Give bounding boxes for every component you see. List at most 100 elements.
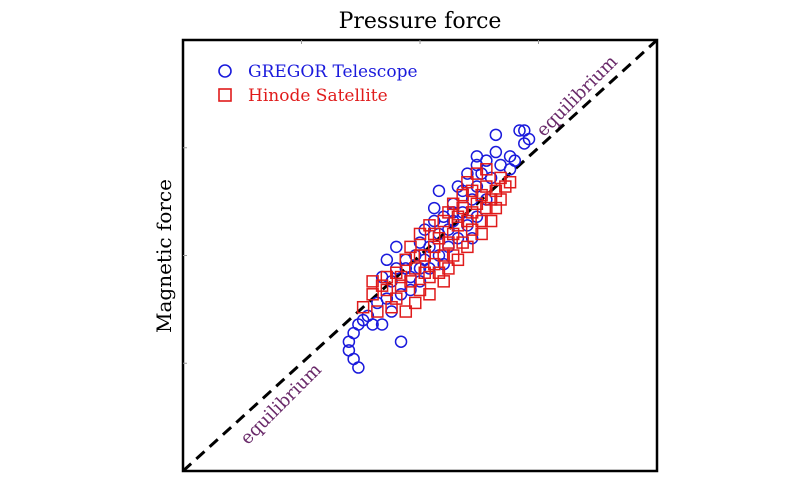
data-point-hinode-67 <box>427 227 441 241</box>
data-point-gregor-36 <box>489 145 503 159</box>
data-point-gregor-65 <box>432 184 446 198</box>
data-point-hinode-41 <box>423 219 436 232</box>
data-point-hinode-57 <box>380 270 394 284</box>
data-point-hinode-1 <box>366 288 379 301</box>
data-point-hinode-62 <box>465 184 479 198</box>
data-point-hinode-49 <box>484 214 498 228</box>
data-point-hinode-8 <box>409 262 422 275</box>
data-point-gregor-40 <box>418 223 431 236</box>
legend-marker-gregor <box>218 64 232 78</box>
data-point-gregor-30 <box>470 180 484 193</box>
data-point-gregor-57 <box>470 158 484 172</box>
data-point-gregor-61 <box>513 124 526 137</box>
data-point-hinode-60 <box>442 206 455 219</box>
plot-area <box>181 38 659 473</box>
data-point-hinode-40 <box>413 227 427 241</box>
data-point-hinode-53 <box>437 275 450 288</box>
data-point-gregor-53 <box>404 283 417 297</box>
data-point-hinode-23 <box>489 184 503 198</box>
data-point-hinode-16 <box>461 214 474 228</box>
data-point-gregor-64 <box>518 124 531 137</box>
data-point-hinode-31 <box>432 266 446 279</box>
data-point-hinode-26 <box>475 214 488 228</box>
legend-label-hinode: Hinode Satellite <box>248 86 388 106</box>
data-point-gregor-9 <box>394 335 408 348</box>
data-point-hinode-66 <box>413 249 427 262</box>
data-point-hinode-35 <box>385 300 398 314</box>
data-point-hinode-59 <box>366 275 379 288</box>
data-point-hinode-54 <box>427 257 441 271</box>
data-point-gregor-56 <box>437 257 450 271</box>
data-point-hinode-32 <box>423 288 436 301</box>
data-point-gregor-10 <box>385 305 398 318</box>
data-point-gregor-60 <box>503 150 517 163</box>
data-point-gregor-32 <box>484 171 498 185</box>
data-point-hinode-45 <box>461 175 474 189</box>
legend-label-gregor: GREGOR Telescope <box>248 62 418 82</box>
data-point-gregor-48 <box>465 232 479 245</box>
equilibrium-label-lower: equilibrium <box>236 359 326 449</box>
data-point-hinode-36 <box>371 305 384 318</box>
data-point-gregor-54 <box>413 275 427 288</box>
data-point-hinode-5 <box>404 275 417 288</box>
data-point-gregor-41 <box>413 236 427 249</box>
data-point-hinode-64 <box>494 193 507 206</box>
data-point-hinode-47 <box>480 163 493 176</box>
data-point-gregor-28 <box>465 193 479 206</box>
data-point-gregor-69 <box>399 262 413 275</box>
data-point-hinode-52 <box>451 253 465 267</box>
data-point-hinode-46 <box>470 167 484 180</box>
data-point-hinode-27 <box>465 223 479 236</box>
data-point-hinode-12 <box>432 232 446 245</box>
data-point-gregor-39 <box>427 214 441 228</box>
data-point-hinode-38 <box>399 253 413 267</box>
data-point-hinode-48 <box>489 201 503 215</box>
data-point-hinode-29 <box>446 249 460 262</box>
data-point-gregor-52 <box>380 253 394 267</box>
data-point-gregor-50 <box>446 214 460 228</box>
data-point-hinode-10 <box>427 240 441 254</box>
data-point-hinode-58 <box>375 279 389 292</box>
data-point-hinode-0 <box>356 300 370 314</box>
data-point-gregor-58 <box>489 128 503 142</box>
data-point-hinode-6 <box>413 283 427 297</box>
data-point-hinode-34 <box>399 305 413 318</box>
data-point-gregor-12 <box>361 309 375 323</box>
data-point-hinode-63 <box>480 201 493 215</box>
data-point-hinode-28 <box>456 236 469 249</box>
legend-marker-hinode <box>218 88 232 102</box>
data-point-hinode-65 <box>503 175 517 189</box>
data-point-hinode-4 <box>394 279 408 292</box>
data-point-hinode-61 <box>451 210 465 223</box>
data-point-hinode-14 <box>446 227 460 241</box>
data-point-hinode-7 <box>423 270 436 284</box>
equilibrium-label-upper: equilibrium <box>532 51 622 141</box>
data-point-hinode-11 <box>437 249 450 262</box>
data-point-hinode-19 <box>470 197 484 211</box>
data-point-hinode-17 <box>456 201 469 215</box>
data-point-gregor-49 <box>427 201 441 215</box>
data-point-hinode-3 <box>390 292 403 305</box>
data-point-hinode-18 <box>465 206 479 219</box>
data-point-hinode-56 <box>394 270 408 284</box>
data-point-hinode-21 <box>480 180 493 193</box>
data-point-hinode-15 <box>451 219 465 232</box>
data-point-gregor-13 <box>380 292 394 305</box>
data-point-gregor-2 <box>342 335 356 348</box>
data-point-hinode-22 <box>484 193 498 206</box>
data-point-hinode-30 <box>442 262 455 275</box>
data-point-hinode-37 <box>390 266 403 279</box>
data-point-hinode-33 <box>409 296 422 310</box>
data-point-gregor-38 <box>461 167 474 180</box>
data-point-hinode-13 <box>442 236 455 249</box>
data-point-gregor-44 <box>451 232 465 245</box>
data-point-gregor-5 <box>352 361 365 374</box>
data-point-hinode-25 <box>499 180 512 193</box>
data-point-gregor-8 <box>375 318 389 331</box>
data-point-gregor-51 <box>390 240 403 254</box>
data-point-hinode-50 <box>475 227 488 241</box>
data-point-hinode-2 <box>380 283 394 297</box>
y-axis-label: Magnetic force <box>152 179 176 333</box>
data-point-hinode-43 <box>446 197 460 211</box>
data-point-hinode-42 <box>437 214 450 228</box>
